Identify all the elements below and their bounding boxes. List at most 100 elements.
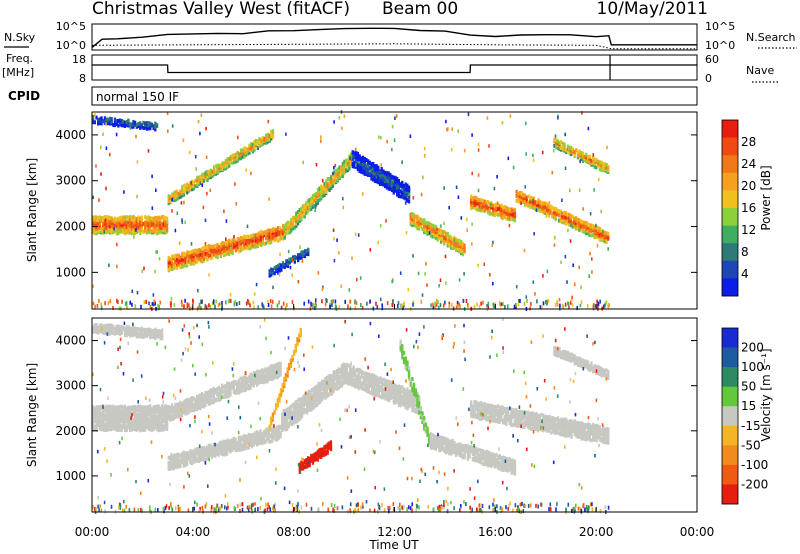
velocity-cell — [327, 392, 330, 397]
power-cell — [500, 213, 503, 218]
power-cell — [125, 223, 128, 228]
power-cell — [598, 160, 601, 165]
velocity-cell — [239, 439, 242, 444]
velocity-cell — [209, 393, 212, 398]
power-cell — [338, 305, 341, 310]
power-cell — [170, 301, 172, 306]
power-colorbar-swatch — [722, 243, 738, 262]
velocity-cell — [264, 377, 267, 381]
power-cell — [360, 167, 363, 172]
power-cell — [315, 298, 317, 302]
velocity-cell — [105, 416, 108, 420]
power-cell — [470, 206, 473, 210]
power-cell — [515, 193, 518, 198]
power-cell — [155, 225, 159, 230]
velocity-cell — [312, 396, 315, 401]
power-cell — [579, 303, 582, 308]
velocity-cell — [269, 373, 272, 378]
velocity-cell — [271, 434, 274, 439]
power-cell — [554, 206, 557, 211]
power-cell — [496, 175, 498, 179]
power-cell — [433, 227, 436, 232]
power-cell — [530, 202, 534, 207]
velocity-cell — [167, 455, 170, 460]
velocity-cell — [320, 379, 324, 384]
power-cell — [387, 174, 390, 179]
power-cell — [179, 255, 182, 260]
velocity-cell — [95, 405, 98, 410]
power-cell — [218, 168, 221, 173]
power-cell — [492, 240, 494, 245]
power-cell — [285, 224, 288, 229]
power-cell — [350, 152, 353, 157]
velocity-cell — [261, 368, 264, 373]
power-cell — [355, 151, 358, 155]
velocity-cell — [334, 376, 337, 381]
power-cell — [515, 285, 518, 289]
velocity-cell — [342, 367, 345, 372]
power-cell — [581, 220, 584, 225]
power-cell — [425, 262, 427, 266]
velocity-cell — [137, 416, 140, 421]
velocity-cell — [118, 325, 122, 330]
velocity-cell — [129, 427, 132, 432]
velocity-cell — [137, 327, 140, 331]
power-cell — [219, 252, 222, 257]
power-cell — [369, 248, 372, 252]
power-cell — [590, 223, 593, 228]
power-cell — [107, 218, 110, 223]
velocity-cell — [286, 426, 289, 431]
power-cell — [112, 305, 114, 310]
velocity-cell — [267, 374, 270, 379]
velocity-cell — [292, 406, 295, 411]
power-cell — [199, 257, 202, 262]
power-cell — [105, 215, 108, 220]
velocity-cell — [139, 327, 142, 332]
velocity-cell — [254, 435, 257, 439]
velocity-cell — [177, 414, 180, 419]
power-cell — [105, 186, 107, 191]
power-cell — [176, 257, 179, 262]
velocity-cell — [191, 459, 194, 464]
velocity-cell — [142, 425, 145, 430]
velocity-cell — [310, 388, 314, 393]
power-cell — [369, 299, 371, 304]
power-cell — [194, 184, 197, 189]
power-cell — [503, 205, 506, 209]
power-cell — [227, 299, 230, 304]
velocity-cell — [281, 424, 284, 429]
power-cell — [390, 180, 394, 185]
velocity-cell — [132, 422, 135, 427]
power-cell — [300, 210, 303, 215]
plot-title: Christmas Valley West (fitACF) — [92, 0, 350, 19]
power-cell — [112, 218, 115, 223]
velocity-cell — [192, 396, 195, 401]
power-cell — [98, 227, 101, 232]
velocity-cell — [271, 412, 274, 417]
power-cell — [370, 162, 373, 167]
velocity-cell — [342, 362, 345, 367]
power-cell — [181, 191, 184, 196]
velocity-cell — [276, 403, 279, 408]
power-cell — [401, 180, 404, 185]
power-cell — [529, 195, 532, 200]
power-cell — [463, 149, 466, 153]
power-cell — [192, 254, 196, 259]
velocity-cell — [206, 390, 209, 395]
power-cell — [419, 217, 422, 222]
velocity-cell — [266, 431, 269, 436]
power-cell — [451, 244, 454, 249]
power-cell — [547, 298, 550, 303]
power-cell — [100, 216, 103, 221]
power-cell — [605, 300, 608, 305]
power-cell — [315, 303, 317, 308]
power-cell — [109, 299, 112, 304]
velocity-cell — [192, 455, 195, 460]
velocity-cell — [327, 377, 330, 382]
velocity-cell — [194, 457, 197, 462]
power-cell — [353, 151, 356, 156]
power-cell — [158, 257, 161, 261]
velocity-cell — [244, 388, 247, 392]
velocity-cell — [100, 418, 103, 423]
power-cell — [518, 196, 522, 201]
